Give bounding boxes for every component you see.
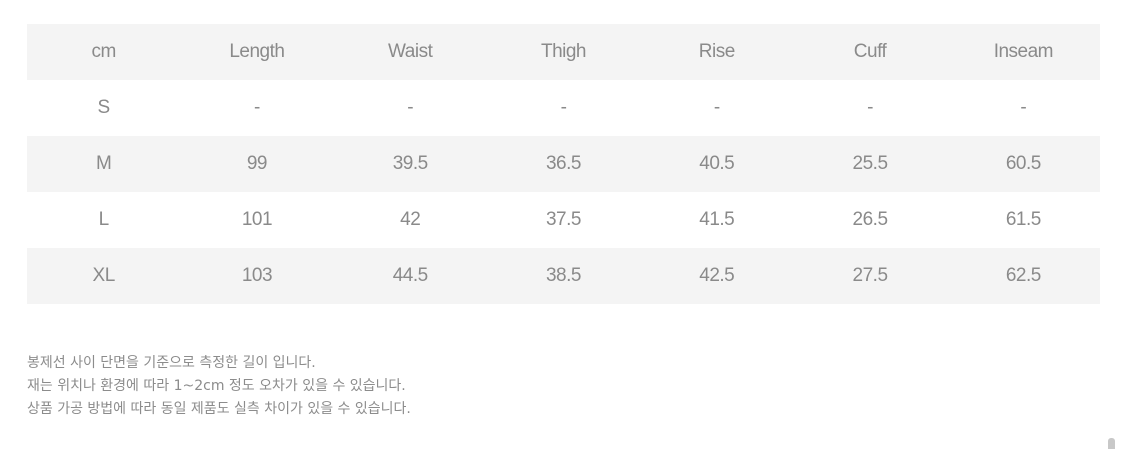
table-row: L 101 42 37.5 41.5 26.5 61.5 <box>27 192 1100 248</box>
measurement-notes: 봉제선 사이 단면을 기준으로 측정한 길이 입니다. 재는 위치나 환경에 따… <box>27 352 411 421</box>
table-cell: 41.5 <box>699 209 735 230</box>
table-cell: 42 <box>400 209 421 230</box>
column-header: Cuff <box>853 41 887 62</box>
table-cell: - <box>713 97 720 118</box>
table-cell: 38.5 <box>545 265 581 286</box>
column-header: Inseam <box>993 41 1054 62</box>
table-cell: 61.5 <box>1005 209 1041 230</box>
table-cell: - <box>407 97 414 118</box>
note-line: 재는 위치나 환경에 따라 1~2cm 정도 오차가 있을 수 있습니다. <box>27 378 406 394</box>
table-cell: 42.5 <box>699 265 735 286</box>
size-label: L <box>98 209 110 230</box>
table-cell: - <box>560 97 567 118</box>
table-cell: 37.5 <box>545 209 581 230</box>
note-line: 봉제선 사이 단면을 기준으로 측정한 길이 입니다. <box>27 355 316 371</box>
table-cell: 25.5 <box>852 153 888 174</box>
header-row: cm Length Waist Thigh Rise Cuff Inseam <box>27 24 1100 80</box>
column-header: Waist <box>388 41 433 62</box>
table-cell: 40.5 <box>699 153 735 174</box>
table-cell: 101 <box>241 209 273 230</box>
size-label: S <box>97 97 111 118</box>
table-cell: - <box>867 97 873 118</box>
table-cell: 62.5 <box>1005 265 1041 286</box>
table-cell: 36.5 <box>545 153 581 174</box>
table-cell: 27.5 <box>852 265 888 286</box>
size-label: XL <box>92 265 116 286</box>
table-cell: - <box>254 97 260 118</box>
table-cell: 99 <box>246 153 268 174</box>
table-cell: 39.5 <box>392 153 428 174</box>
scrollbar-thumb[interactable] <box>1108 438 1115 449</box>
table-cell: 60.5 <box>1005 153 1041 174</box>
column-header: Thigh <box>540 41 587 62</box>
column-header: Rise <box>698 41 736 62</box>
table-cell: 26.5 <box>852 209 888 230</box>
column-header: Length <box>229 41 285 62</box>
table-cell: 103 <box>241 265 273 286</box>
table-cell: - <box>1020 97 1027 118</box>
table-row: M 99 39.5 36.5 40.5 25.5 60.5 <box>27 136 1100 192</box>
table-row: S------ <box>27 80 1100 136</box>
size-label: M <box>95 153 112 174</box>
note-line: 상품 가공 방법에 따라 동일 제품도 실측 차이가 있을 수 있습니다. <box>27 401 411 417</box>
table-cell: 44.5 <box>392 265 428 286</box>
column-header: cm <box>91 41 116 62</box>
size-chart-table: cm Length Waist Thigh Rise Cuff Inseam S… <box>27 24 1100 304</box>
table-row: XL 103 44.5 38.5 42.5 27.5 62.5 <box>27 248 1100 304</box>
